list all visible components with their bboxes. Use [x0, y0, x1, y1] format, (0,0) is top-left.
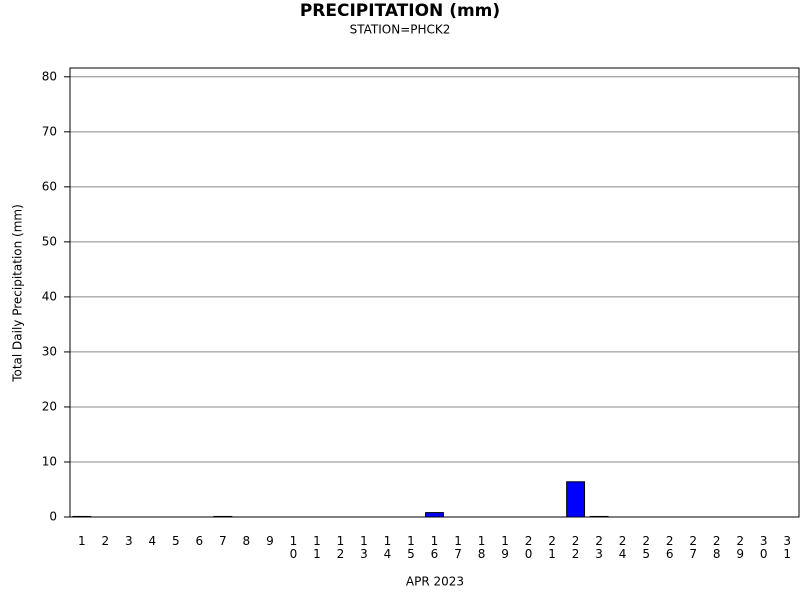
- plot-frame: [69, 67, 800, 518]
- x-tick-label: 4: [148, 534, 156, 548]
- chart-subtitle: STATION=PHCK2: [350, 23, 451, 37]
- bar: [566, 481, 586, 518]
- bar: [213, 515, 233, 518]
- x-tick-label: 3: [125, 534, 133, 548]
- y-tick-label: 80: [42, 69, 57, 83]
- y-tick-label: 30: [42, 344, 57, 358]
- y-tick-label: 70: [42, 124, 57, 138]
- x-tick-label: 7: [219, 534, 227, 548]
- y-tick-label: 20: [42, 399, 57, 413]
- y-tick-label: 10: [42, 454, 57, 468]
- y-tick-label: 0: [49, 510, 57, 524]
- bar: [425, 512, 444, 518]
- y-tick-label: 60: [42, 179, 57, 193]
- x-tick-label: 2: [101, 534, 109, 548]
- chart-title: PRECIPITATION (mm): [300, 1, 500, 21]
- x-tick-label: 8: [243, 534, 251, 548]
- y-axis-label: Total Daily Precipitation (mm): [11, 204, 25, 383]
- x-tick-label: 5: [172, 534, 180, 548]
- x-tick-label: 1: [78, 534, 86, 548]
- bar: [72, 515, 92, 518]
- x-tick-label: 6: [196, 534, 204, 548]
- y-tick-label: 50: [42, 234, 57, 248]
- bar: [589, 515, 609, 518]
- x-tick-label: 9: [266, 534, 274, 548]
- x-axis-label: APR 2023: [406, 575, 464, 589]
- y-tick-label: 40: [42, 289, 57, 303]
